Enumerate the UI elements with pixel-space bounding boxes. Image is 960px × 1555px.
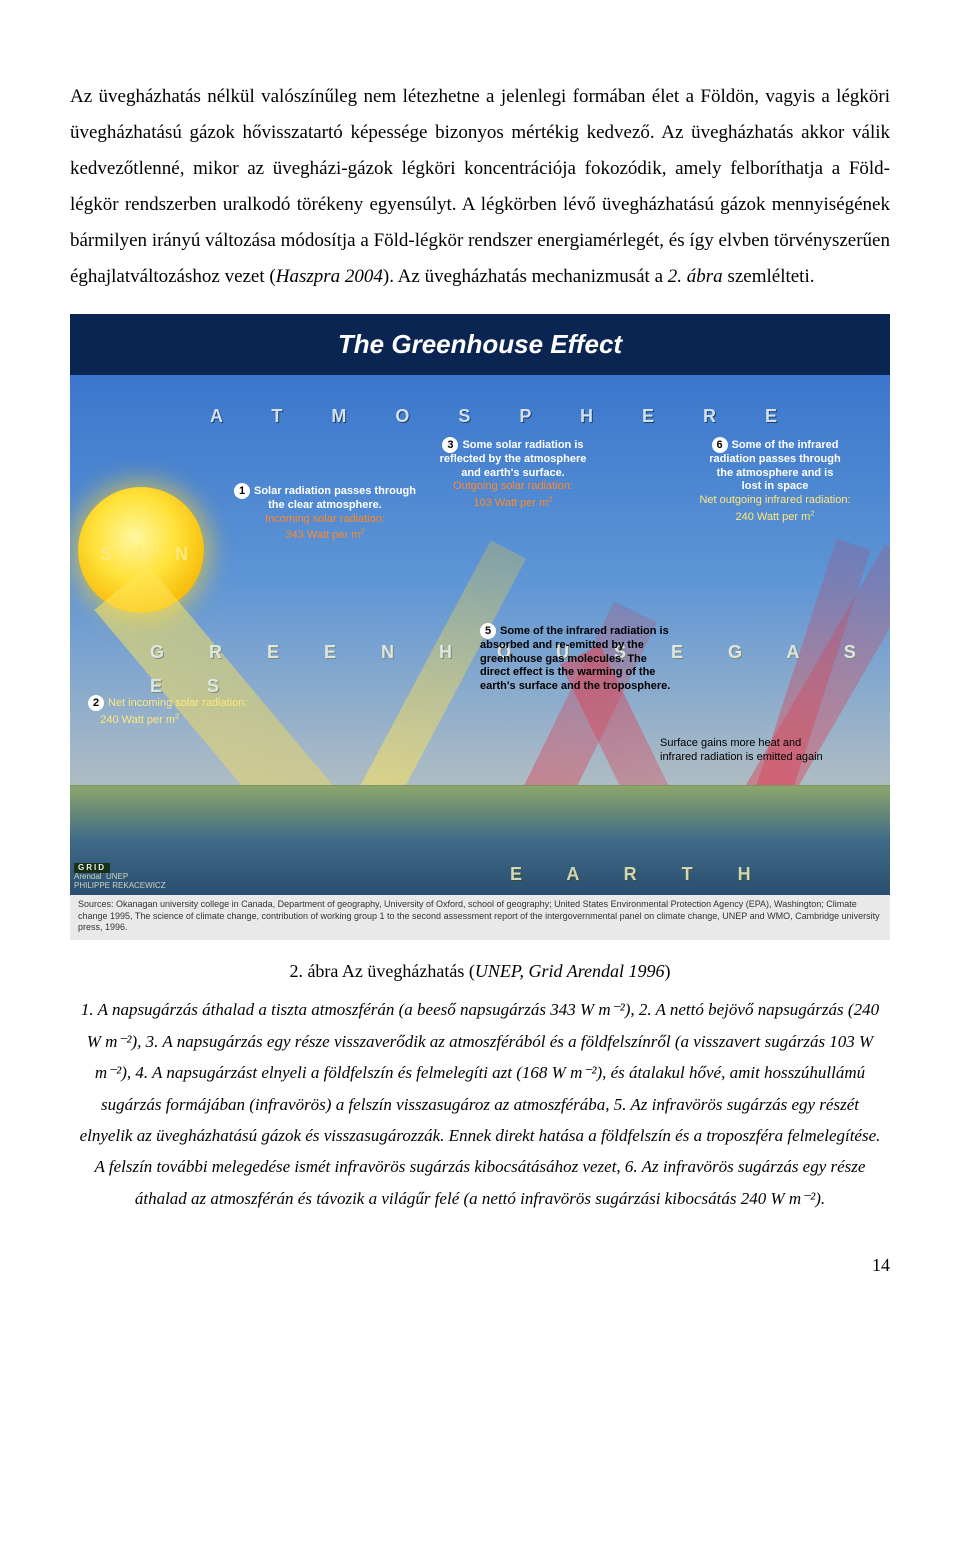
figure-ref: 2. ábra xyxy=(668,266,723,287)
figure-caption-body: 1. A napsugárzás áthalad a tiszta atmosz… xyxy=(78,994,882,1214)
note-number: 3 xyxy=(442,437,458,453)
diagram-title: The Greenhouse Effect xyxy=(70,314,890,375)
diagram-sky: A T M O S P H E R E S U N G R E E N H O … xyxy=(70,375,890,895)
figure-caption-title: 2. ábra Az üvegházhatás (UNEP, Grid Aren… xyxy=(70,954,890,988)
para-text: szemlélteti. xyxy=(723,266,815,287)
note-number: 2 xyxy=(88,695,104,711)
diagram-sources: Sources: Okanagan university college in … xyxy=(70,893,890,940)
para-text: ). Az üvegházhatás mechanizmusát a xyxy=(383,266,668,287)
note-6: 6Some of the infrared radiation passes t… xyxy=(680,437,870,524)
note-2: 2Net incoming solar radiation: 240 Watt … xyxy=(88,695,278,727)
note-1: 1Solar radiation passes through the clea… xyxy=(230,483,420,543)
note-number: 1 xyxy=(234,483,250,499)
note-3: 3Some solar radiation is reflected by th… xyxy=(428,437,598,511)
diagram-credit: GRID Arendal UNEP PHILIPPE REKACEWICZ xyxy=(74,863,166,891)
page-number: 14 xyxy=(70,1248,890,1282)
body-paragraph: Az üvegházhatás nélkül valószínűleg nem … xyxy=(70,79,890,296)
note-5b: Surface gains more heat and infrared rad… xyxy=(660,737,870,765)
note-5: 5Some of the infrared radiation is absor… xyxy=(480,623,690,694)
citation-haszpra: Haszpra 2004 xyxy=(276,266,383,287)
greenhouse-effect-diagram: The Greenhouse Effect A T M O S P H E R … xyxy=(70,314,890,940)
caption-citation: UNEP, Grid Arendal 1996 xyxy=(475,961,665,981)
para-text: Az üvegházhatás nélkül valószínűleg nem … xyxy=(70,86,890,287)
atmosphere-layer-label: A T M O S P H E R E xyxy=(210,399,799,433)
earth-layer-label: E A R T H xyxy=(510,857,771,891)
note-number: 6 xyxy=(712,437,728,453)
note-number: 5 xyxy=(480,623,496,639)
